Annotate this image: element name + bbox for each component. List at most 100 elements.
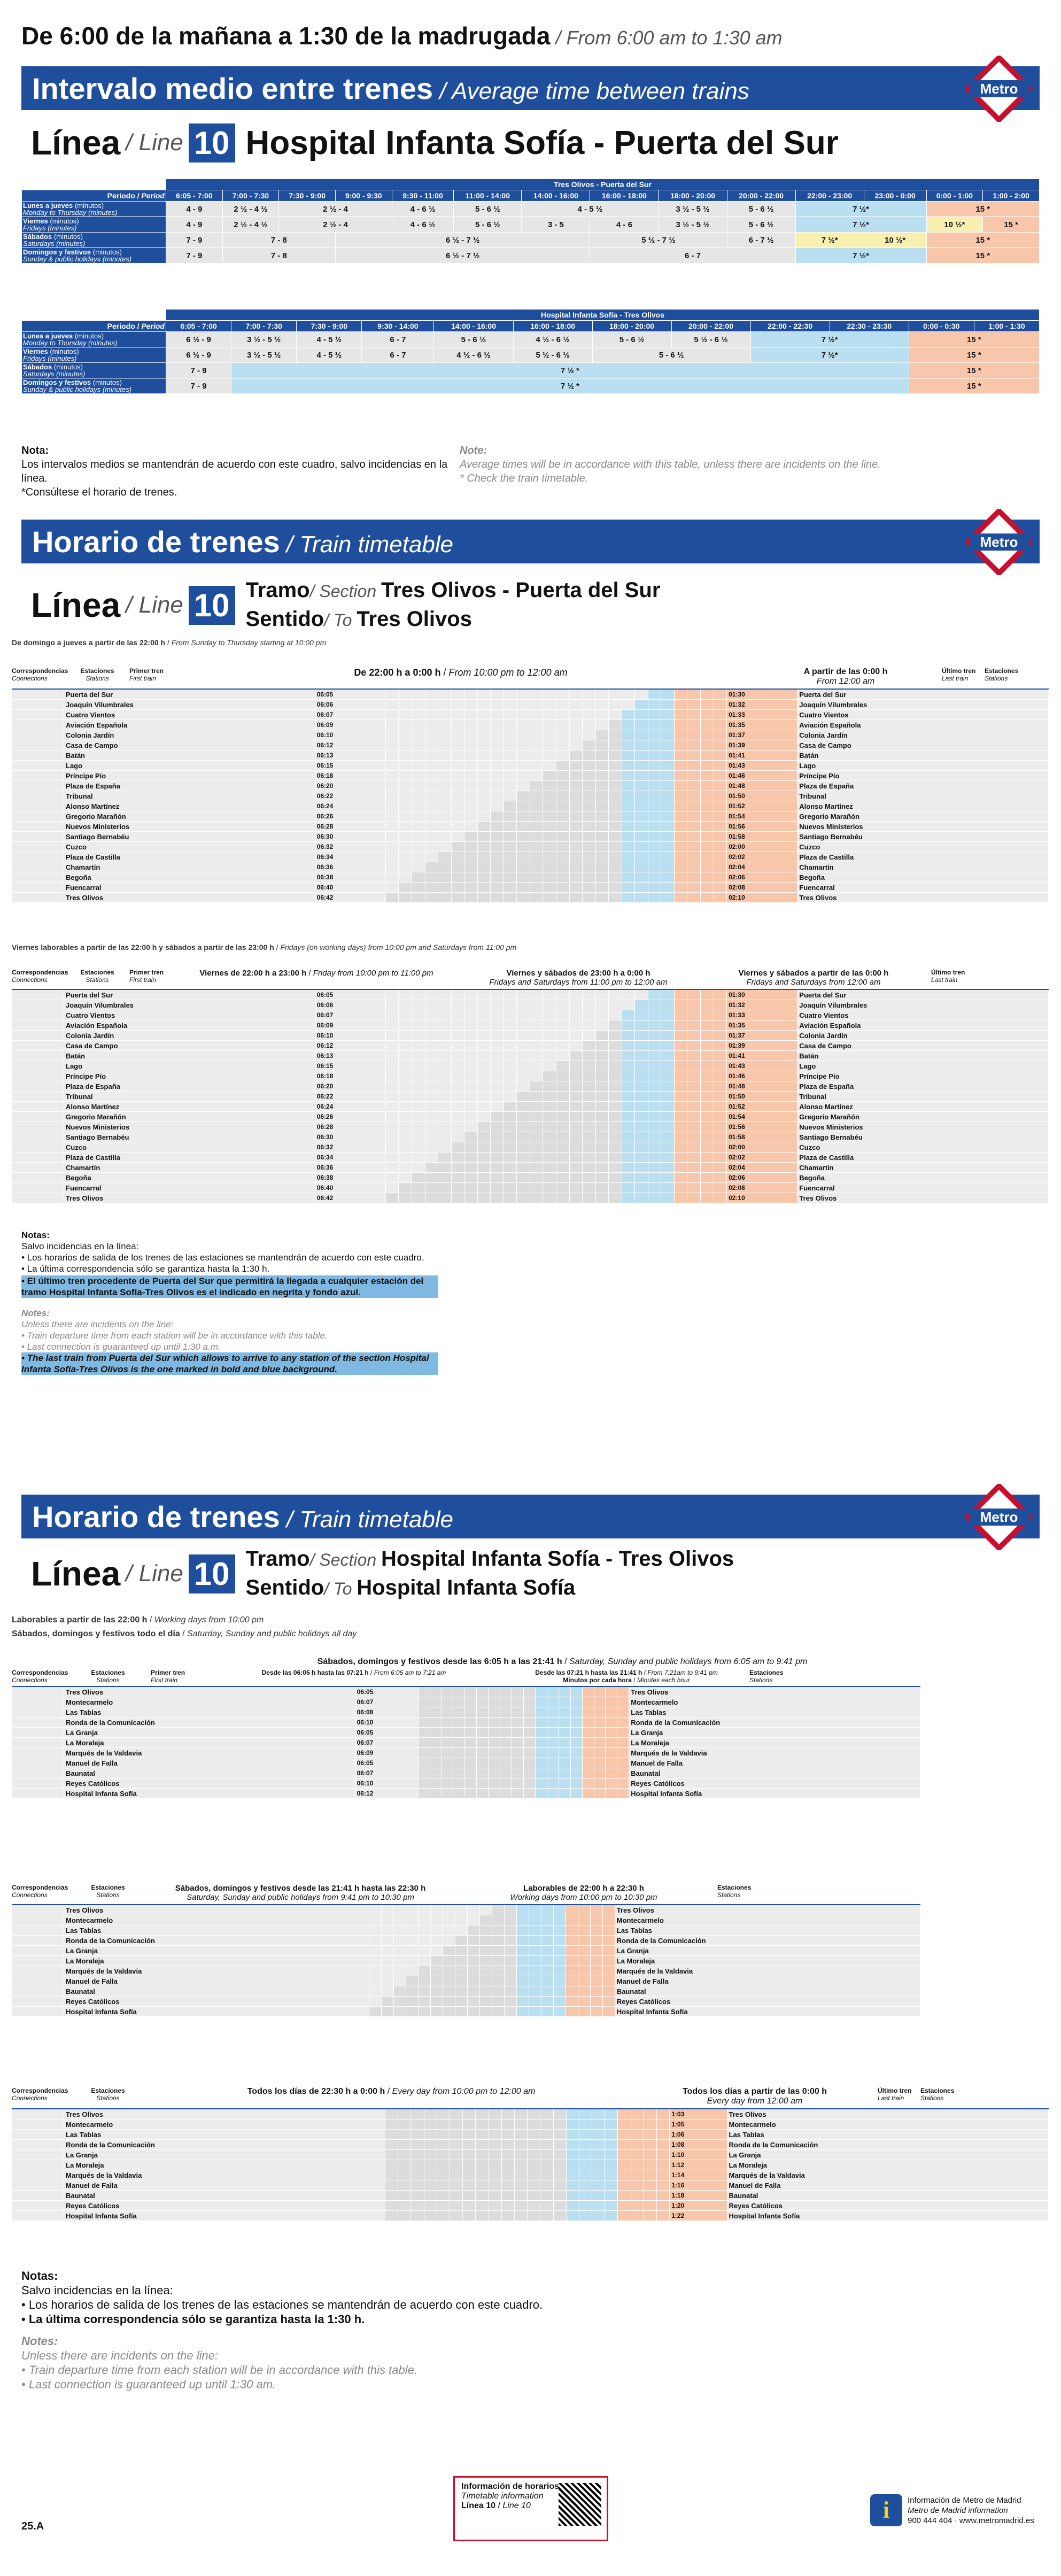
departure-cell	[543, 1152, 556, 1163]
departure-cell	[491, 1986, 505, 1997]
departure-cell	[385, 689, 399, 700]
departure-cell	[451, 1142, 465, 1152]
departure-cell	[617, 2139, 631, 2150]
departure-cell	[385, 2149, 399, 2160]
departure-cell	[673, 841, 688, 852]
departure-cell	[503, 872, 517, 883]
departure-cell	[535, 1758, 547, 1768]
last-train: 1:20	[669, 2200, 727, 2211]
departure-cell	[488, 1707, 501, 1718]
departure-cell	[476, 1778, 489, 1789]
departure-cell	[687, 750, 701, 761]
departure-cell	[673, 1162, 688, 1173]
departure-cell	[451, 801, 465, 811]
departure-cell	[605, 2108, 618, 2119]
departure-cell	[411, 1091, 425, 1102]
qr-code-icon[interactable]	[559, 2483, 601, 2526]
table-row: Batán 06:13 01:41 Batán	[12, 750, 1049, 761]
departure-cell	[621, 1132, 636, 1142]
departure-cell	[553, 2170, 567, 2180]
departure-cell	[592, 2170, 606, 2180]
departure-cell	[503, 1050, 517, 1061]
first-train: 06:34	[314, 852, 386, 862]
highlight-note-en: • The last train from Puerta del Sur whi…	[21, 1352, 438, 1375]
departure-cell	[512, 1747, 524, 1758]
departure-cell	[369, 1925, 382, 1936]
station-name: Alonso Martínez	[797, 1101, 1049, 1112]
station-name: Las Tablas	[629, 1707, 920, 1718]
departure-cell	[442, 1925, 455, 1936]
station-name: Reyes Católicos	[63, 1996, 370, 2007]
departure-cell	[617, 2160, 631, 2170]
line-label-en: Line	[138, 129, 183, 156]
departure-cell	[592, 2190, 606, 2201]
table-row: Reyes Católicos Reyes Católicos	[12, 1996, 921, 2007]
departure-cell	[543, 699, 556, 710]
departure-cell	[462, 2180, 476, 2191]
departure-cell	[569, 801, 583, 811]
departure-cell	[673, 689, 688, 700]
departure-cell	[565, 2006, 578, 2017]
departure-cell	[555, 791, 570, 801]
departure-cell	[582, 720, 596, 730]
departure-cell	[569, 1061, 583, 1071]
station-name: Gregorio Marañón	[797, 1111, 1049, 1122]
departure-cell	[608, 709, 622, 720]
departure-cell	[621, 801, 636, 811]
departure-cell	[477, 862, 491, 872]
departure-cell	[700, 1040, 714, 1051]
departure-cell	[529, 841, 544, 852]
departure-cell	[516, 1030, 530, 1041]
first-train: 06:08	[354, 1707, 419, 1718]
timetable-2: Correspondencias Connections Estaciones St…	[12, 969, 1049, 1203]
cell: 5 - 6 ½	[726, 201, 796, 217]
departure-cell	[661, 1010, 675, 1020]
departure-cell	[516, 1142, 530, 1152]
connection-cell	[12, 1747, 64, 1758]
departure-cell	[582, 882, 596, 893]
period-row-label: Sábados (minutos) Saturdays (minutes)	[21, 362, 166, 378]
cell: 3 ½ - 5 ½	[231, 347, 297, 363]
first-train: 06:05	[354, 1727, 419, 1738]
departure-cell	[713, 1172, 727, 1183]
station-name: Manuel de Falla	[614, 1976, 921, 1986]
departure-cell	[503, 1091, 517, 1102]
station-name: Cuzco	[64, 841, 315, 852]
cell: 2 ½ - 4 ½	[222, 216, 280, 233]
connection-cell	[12, 1996, 64, 2007]
departure-cell	[553, 2139, 567, 2150]
departure-cell	[543, 740, 556, 751]
departure-cell	[569, 1101, 583, 1112]
departure-cell	[501, 2180, 515, 2191]
departure-cell	[630, 2190, 644, 2201]
connection-cell	[12, 2119, 64, 2130]
departure-cell	[630, 2129, 644, 2140]
departure-cell	[700, 1162, 714, 1173]
departure-cell	[621, 720, 636, 730]
departure-cell	[438, 852, 452, 862]
departure-cell	[438, 791, 452, 801]
departure-cell	[385, 1050, 399, 1061]
departure-cell	[529, 862, 544, 872]
departure-cell	[417, 1697, 430, 1707]
departure-cell	[516, 1040, 530, 1051]
departure-cell	[569, 841, 583, 852]
departure-cell	[464, 831, 478, 842]
connection-cell	[12, 2108, 64, 2119]
connection-cell	[12, 709, 64, 720]
last-train: 01:54	[726, 811, 798, 822]
departure-cell	[687, 1010, 701, 1020]
info-box[interactable]: Información de horarios Timetable informa…	[453, 2476, 608, 2541]
departure-cell	[555, 831, 570, 842]
first-train: 06:18	[314, 1071, 386, 1081]
departure-cell	[500, 1707, 513, 1718]
departure-cell	[398, 1000, 412, 1010]
departure-cell	[450, 2210, 463, 2221]
departure-cell	[540, 2139, 554, 2150]
departure-cell	[451, 1010, 465, 1020]
departure-cell	[464, 1758, 477, 1768]
table-row: Hospital Infanta Sofía Hospital Infanta S…	[12, 2006, 921, 2017]
station-name: Baunatal	[64, 1768, 355, 1778]
departure-cell	[617, 1727, 630, 1738]
departure-cell	[490, 1061, 504, 1071]
